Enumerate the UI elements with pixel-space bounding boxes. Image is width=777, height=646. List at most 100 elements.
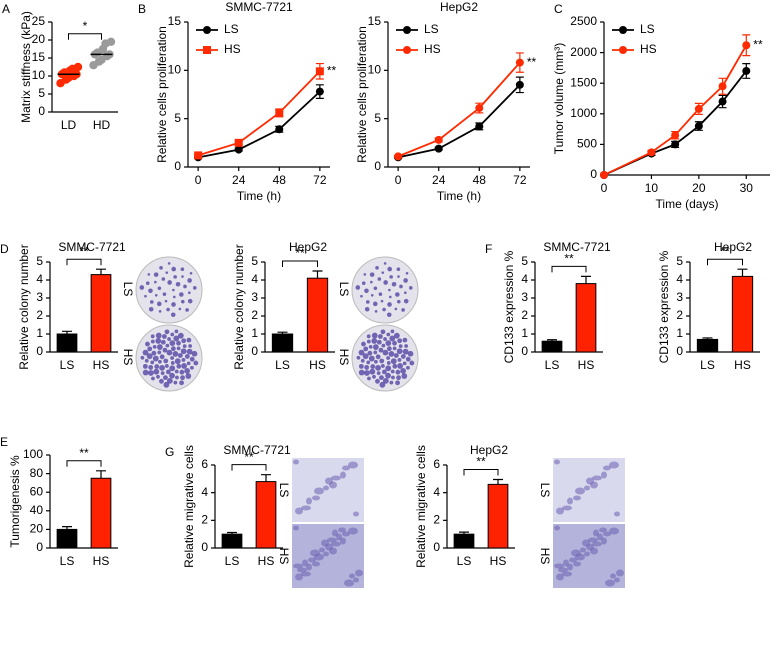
image-cell (323, 551, 329, 557)
point (671, 131, 680, 140)
error-bar (737, 268, 748, 277)
legend-marker (403, 46, 411, 54)
image-cell (323, 485, 329, 491)
image-colony (191, 350, 198, 357)
image-colony (154, 364, 160, 369)
image-colony (375, 266, 379, 270)
point (194, 151, 203, 160)
y-tick-label: 2 (433, 513, 440, 527)
point (73, 62, 83, 72)
image-cell (293, 525, 299, 531)
point (275, 108, 284, 117)
image-cell (554, 563, 564, 569)
image-cell (614, 577, 620, 583)
image-cell (592, 475, 602, 481)
image-cell (301, 571, 311, 577)
point (600, 171, 608, 179)
image-colony (396, 348, 403, 355)
image-colony (368, 355, 375, 362)
image-colony (404, 291, 407, 295)
x-tick-label: 0 (395, 173, 402, 187)
image-colony (178, 307, 182, 311)
error-bar (62, 526, 72, 530)
y-tick-label: 80 (30, 466, 44, 480)
image-colony (397, 275, 400, 278)
image-cell (349, 573, 355, 579)
image-colony (146, 353, 153, 360)
image-cell (312, 561, 320, 567)
image-label: HS (277, 548, 291, 565)
image-colony (164, 299, 168, 303)
image-colony (167, 262, 171, 265)
image-cell (332, 529, 338, 537)
significance: ** (327, 63, 337, 77)
chart-title: HepG2 (714, 240, 752, 254)
y-tick-label: 60 (30, 484, 44, 498)
image-colony (388, 288, 391, 292)
image-colony (170, 346, 176, 352)
significance-bracket (231, 464, 267, 471)
x-tick-label: 72 (313, 173, 327, 187)
legend-marker (619, 26, 627, 34)
image-colony (165, 369, 171, 375)
image-colony (156, 301, 162, 307)
image-cell (569, 557, 577, 563)
image-cell (348, 527, 358, 535)
image-colony (360, 294, 363, 298)
image-colony (153, 272, 159, 277)
image-colony (380, 364, 385, 368)
bar (541, 340, 563, 353)
image-colony (395, 292, 400, 297)
image-colony (169, 372, 175, 379)
image-colony (396, 299, 401, 304)
image-colony (176, 340, 181, 346)
point (515, 80, 524, 89)
y-tick-label: 25 (32, 14, 46, 28)
legend-label: LS (424, 22, 439, 36)
image-colony (181, 275, 184, 278)
image-colony (149, 300, 154, 304)
image-colony (385, 365, 392, 372)
image-cell (609, 527, 619, 535)
image-colony (188, 291, 191, 295)
image-colony (139, 285, 145, 290)
point (694, 104, 703, 113)
image-colony (171, 266, 177, 272)
y-tick-label: 1 (521, 326, 528, 340)
image-colony (174, 329, 179, 334)
image-colony (362, 353, 369, 360)
image-colony (395, 369, 401, 375)
image-colony (166, 377, 173, 384)
image-colony (388, 351, 395, 357)
image-colony (389, 380, 394, 385)
y-tick-label: 3 (521, 290, 528, 304)
image-colony (381, 271, 385, 274)
legend-label: HS (224, 42, 241, 56)
series-line (603, 44, 748, 176)
y-tick-label: 10 (32, 68, 46, 82)
point (475, 104, 484, 113)
image-colony (366, 339, 371, 344)
image-colony (142, 363, 148, 369)
image-colony (358, 369, 365, 376)
image-colony (192, 286, 197, 290)
error-bar (277, 331, 288, 334)
legend-label: HS (424, 42, 441, 56)
error-bar (96, 470, 106, 479)
image-colony (409, 360, 415, 366)
image-colony (369, 368, 376, 375)
x-tick-label: 72 (513, 173, 527, 187)
image-colony (399, 284, 403, 289)
image-cell (338, 527, 346, 533)
significance-bracket (66, 460, 102, 467)
point (275, 125, 284, 134)
y-tick-label: 5 (36, 254, 43, 268)
image-colony (397, 338, 403, 344)
image-colony (355, 285, 361, 290)
image-colony (397, 363, 403, 369)
x-tick-label: HS (309, 358, 326, 372)
bar (56, 333, 78, 353)
image-colony (170, 361, 175, 365)
image-colony (162, 347, 168, 353)
